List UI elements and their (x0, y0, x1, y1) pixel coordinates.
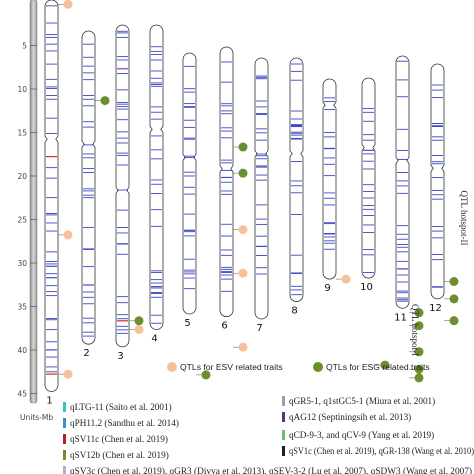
hotspot-label-1: QTL hotspot-I (410, 304, 420, 356)
esg-qtl-dot (380, 360, 390, 370)
esg-qtl-dot (134, 316, 144, 326)
chromosome-body (81, 30, 96, 345)
ref-swatch (63, 466, 66, 474)
esg-qtl-dot (449, 316, 459, 326)
chromosome-body (289, 57, 304, 302)
esg-legend-label: QTLs for ESG related traits (326, 362, 430, 372)
ref-label: qLTG-11 (Saito et al. 2001) (70, 402, 172, 412)
ref-label: qSV12b (Chen et al. 2019) (70, 450, 169, 460)
chromosome-label: 10 (360, 282, 373, 293)
marker-legend: QTLs for ESV related traits QTLs for ESG… (167, 362, 430, 372)
esg-qtl-dot (238, 142, 248, 152)
chromosome-5: 5 (182, 52, 197, 329)
esv-qtl-dot (63, 0, 73, 9)
ref-swatch (282, 396, 285, 406)
scale-tick-label: 40 (17, 346, 27, 355)
chromosome-label: 3 (117, 351, 123, 362)
scale-tick-label: 5 (22, 42, 27, 51)
chromosome-4: 4 (149, 24, 164, 345)
qtl-marker-group (58, 0, 459, 383)
scale-tick-label: 45 (17, 390, 27, 399)
esg-legend-swatch (313, 362, 323, 372)
esv-qtl-dot (238, 268, 248, 278)
reference-legend: qLTG-11 (Saito et al. 2001) qGR5-1, q1st… (63, 396, 474, 474)
esg-qtl-dot (449, 294, 459, 304)
chromosome-label: 8 (291, 306, 297, 317)
chromosome-11: 11 (394, 55, 410, 323)
esg-qtl-dot (449, 277, 459, 286)
ref-label: qAG12 (Septiningsih et al. 2013) (289, 412, 411, 422)
ref-label: qGR5-1, q1stGC5-1 (Miura et al. 2001) (289, 396, 435, 406)
esg-qtl-dot (414, 308, 424, 318)
esv-qtl-dot (238, 225, 248, 235)
chromosome-6: 6 (219, 46, 234, 332)
esg-qtl-dot (414, 321, 424, 331)
esv-qtl-dot (341, 274, 351, 284)
chromosome-7: 7 (254, 57, 269, 334)
esv-qtl-dot (63, 230, 73, 240)
chromosome-1: 1 (44, 0, 59, 407)
ref-label: qSV3c (Chen et al. 2019), qGR3 (Divya et… (70, 466, 472, 474)
chromosome-label: 6 (221, 321, 227, 332)
chromosome-10: 10 (360, 77, 376, 293)
ref-swatch (63, 418, 66, 428)
ref-swatch (282, 412, 285, 422)
ref-swatch (63, 450, 66, 460)
chromosome-body (361, 77, 376, 279)
chromosome-body (115, 24, 130, 348)
ref-label: qSV11c (Chen et al. 2019) (70, 434, 168, 444)
chromosome-label: 4 (151, 334, 157, 345)
scale-ruler: 5 10 15 20 25 30 35 40 45 (17, 0, 38, 404)
ref-swatch (63, 402, 66, 412)
esv-qtl-dot (63, 369, 73, 379)
ref-swatch (282, 446, 285, 456)
chromosome-3: 3 (115, 24, 130, 362)
scale-tick-label: 20 (17, 172, 27, 181)
esv-qtl-dot (238, 342, 248, 352)
esg-qtl-dot (414, 373, 424, 383)
esg-qtl-dot (201, 370, 211, 380)
chromosome-label: 12 (429, 303, 442, 314)
chromosome-body (182, 52, 197, 315)
esg-qtl-dot (238, 168, 248, 178)
esv-legend-swatch (167, 362, 177, 372)
esv-legend-label: QTLs for ESV related traits (180, 362, 283, 372)
esg-qtl-dot (414, 347, 424, 357)
esg-qtl-dot (100, 96, 110, 106)
chromosome-label: 9 (324, 283, 330, 294)
chromosome-label: 5 (184, 318, 190, 329)
chromosome-12: 12 (429, 63, 445, 314)
esv-qtl-dot (134, 325, 144, 334)
chromosome-2: 2 (81, 30, 96, 359)
scale-tick-label: 10 (17, 85, 27, 94)
chromosome-body (149, 24, 164, 330)
chromosome-body (254, 57, 269, 320)
scale-tick-label: 35 (17, 303, 27, 312)
units-label: Units-Mb (20, 413, 53, 422)
chromosome-label: 2 (83, 348, 89, 359)
scale-tick-label: 25 (17, 216, 27, 225)
chromosome-body (395, 55, 410, 309)
scale-tick-label: 30 (17, 259, 27, 268)
chromosome-body (44, 0, 59, 392)
chromosome-8: 8 (289, 57, 304, 317)
chromosome-9: 9 (322, 78, 337, 294)
ref-label: qSV1c (Chen et al. 2019), qGR-138 (Wang … (289, 446, 474, 456)
chromosome-label: 1 (46, 396, 52, 407)
chromosome-label: 11 (394, 312, 407, 323)
ref-swatch (282, 430, 285, 440)
scale-tick-label: 15 (17, 129, 27, 138)
chromosome-label: 7 (256, 323, 262, 334)
hotspot-label-2: QTL hotspot-II (459, 191, 469, 246)
chromosome-body (430, 63, 445, 300)
ref-label: qCD-9-3, and qCV-9 (Yang et al. 2019) (289, 430, 434, 440)
esg-qtl-dot (414, 364, 424, 374)
chromosome-body (322, 78, 337, 280)
ref-label: qPH11.2 (Sandhu et al. 2014) (70, 418, 179, 428)
ref-swatch (63, 434, 66, 444)
